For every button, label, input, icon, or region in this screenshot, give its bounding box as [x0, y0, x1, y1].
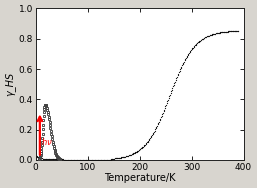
X-axis label: Temperature/K: Temperature/K — [104, 173, 175, 183]
Text: $h\nu$: $h\nu$ — [41, 136, 53, 147]
Y-axis label: γ_HS: γ_HS — [5, 72, 16, 96]
